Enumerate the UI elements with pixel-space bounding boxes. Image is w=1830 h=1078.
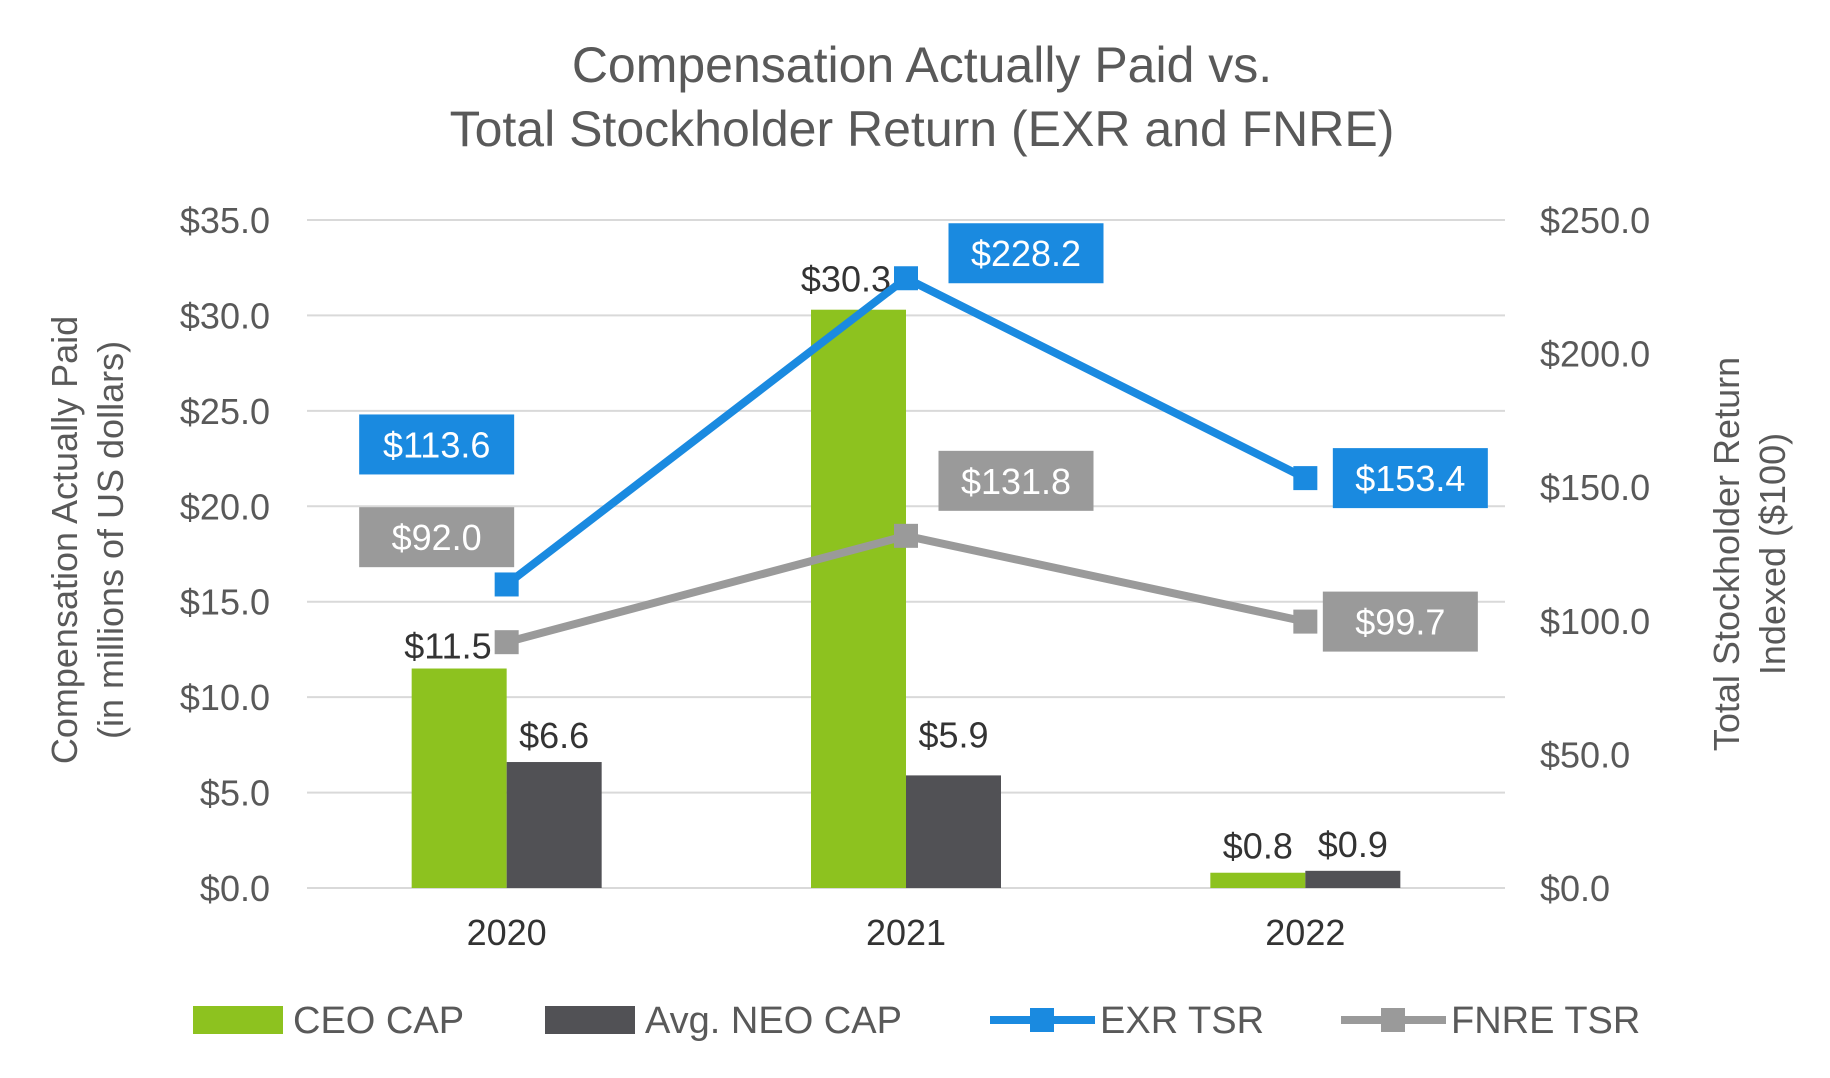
ceo-cap-bar-2022 — [1210, 872, 1306, 888]
neo-cap-bar-2020 — [506, 762, 602, 888]
right-tick-label: $100.0 — [1540, 601, 1650, 642]
fnre-tsr-marker-2022 — [1293, 609, 1318, 634]
left-tick-label: $25.0 — [180, 391, 270, 432]
neo-cap-label-2020: $6.6 — [519, 715, 589, 756]
right-axis-label-line-2: Indexed ($100) — [1752, 433, 1793, 675]
left-tick-label: $30.0 — [180, 295, 270, 336]
exr-tsr-label-2022: $153.4 — [1332, 448, 1488, 509]
left-tick-label: $0.0 — [200, 868, 270, 909]
ceo-cap-bar-2020 — [411, 668, 507, 888]
legend-marker — [1381, 1008, 1405, 1032]
fnre-tsr-marker-2020 — [494, 630, 519, 655]
legend-label: FNRE TSR — [1451, 1000, 1640, 1042]
exr-tsr-marker-2021 — [894, 266, 918, 291]
legend-item-fnre-tsr: FNRE TSR — [1341, 1000, 1640, 1042]
x-tick-label-2021: 2021 — [866, 912, 946, 953]
legend-label: EXR TSR — [1100, 1000, 1264, 1042]
legend-item-exr-tsr: EXR TSR — [990, 1000, 1264, 1042]
ceo-cap-bar-2021 — [811, 309, 906, 888]
fnre-tsr-marker-2021 — [894, 523, 918, 548]
exr-tsr-label-2020: $113.6 — [359, 414, 515, 475]
right-tick-label: $0.0 — [1540, 868, 1610, 909]
label-text: $228.2 — [971, 233, 1081, 274]
exr-tsr-label-2021: $228.2 — [948, 223, 1104, 284]
label-box — [1332, 448, 1488, 509]
lines — [494, 266, 1318, 655]
legend-label: Avg. NEO CAP — [645, 1000, 902, 1042]
label-box — [938, 450, 1094, 511]
line-labels: $113.6 $228.2 $153.4 $92.0 $131.8 $99.7 — [359, 223, 1488, 652]
left-tick-label: $5.0 — [200, 773, 270, 814]
left-axis-label-line-2: (in millions of US dollars) — [90, 341, 131, 739]
neo-cap-bar-2022 — [1305, 870, 1401, 888]
fnre-tsr-label-2021: $131.8 — [938, 450, 1094, 511]
x-tick-label-2020: 2020 — [467, 912, 547, 953]
label-text: $131.8 — [961, 461, 1071, 502]
left-tick-label: $15.0 — [180, 582, 270, 623]
legend-swatch — [545, 1006, 635, 1034]
label-text: $99.7 — [1355, 602, 1445, 643]
right-tick-label: $250.0 — [1540, 200, 1650, 241]
chart-title: Compensation Actually Paid vs. Total Sto… — [450, 37, 1395, 157]
bar-labels: $11.5 $30.3 $0.8 $6.6 $5.9 $0.9 — [404, 259, 1388, 867]
neo-cap-label-2021: $5.9 — [918, 714, 988, 755]
left-axis-label-line-1: Compensation Actually Paid — [44, 316, 85, 764]
neo-cap-bar-2021 — [906, 775, 1001, 888]
label-box — [1322, 591, 1478, 652]
ceo-cap-label-2022: $0.8 — [1223, 826, 1293, 867]
legend-item-avg-neo-cap: Avg. NEO CAP — [545, 1000, 902, 1042]
legend-item-ceo-cap: CEO CAP — [193, 1000, 464, 1042]
ceo-cap-label-2021: $30.3 — [801, 259, 891, 300]
label-text: $113.6 — [383, 424, 490, 465]
label-box — [359, 507, 515, 568]
chart-title-line-2: Total Stockholder Return (EXR and FNRE) — [450, 101, 1395, 157]
ceo-cap-label-2020: $11.5 — [404, 626, 491, 667]
right-tick-label: $50.0 — [1540, 734, 1630, 775]
right-axis-label-line-1: Total Stockholder Return — [1706, 357, 1747, 751]
left-tick-label: $10.0 — [180, 677, 270, 718]
neo-cap-label-2022: $0.9 — [1318, 824, 1388, 865]
x-tick-label-2022: 2022 — [1265, 912, 1345, 953]
legend-label: CEO CAP — [293, 1000, 464, 1042]
x-axis-ticks: 2020 2021 2022 — [467, 912, 1346, 953]
right-tick-label: $150.0 — [1540, 467, 1650, 508]
fnre-tsr-label-2022: $99.7 — [1322, 591, 1478, 652]
right-tick-label: $200.0 — [1540, 334, 1650, 375]
bars — [411, 309, 1401, 888]
left-axis-ticks: $0.0 $5.0 $10.0 $15.0 $20.0 $25.0 $30.0 $35.0 — [180, 200, 270, 909]
fnre-tsr-label-2020: $92.0 — [359, 507, 515, 568]
legend: CEO CAP Avg. NEO CAP EXR TSR FNRE TSR — [193, 1000, 1640, 1042]
label-text: $92.0 — [392, 517, 482, 558]
right-axis-label: Total Stockholder Return Indexed ($100) — [1706, 357, 1793, 751]
label-text: $153.4 — [1355, 458, 1465, 499]
left-tick-label: $35.0 — [180, 200, 270, 241]
chart-title-line-1: Compensation Actually Paid vs. — [572, 37, 1272, 93]
left-tick-label: $20.0 — [180, 486, 270, 527]
left-axis-label: Compensation Actually Paid (in millions … — [44, 316, 131, 764]
label-box — [359, 414, 515, 475]
exr-tsr-marker-2022 — [1293, 466, 1318, 491]
right-axis-ticks: $0.0 $50.0 $100.0 $150.0 $200.0 $250.0 — [1540, 200, 1650, 909]
legend-swatch — [193, 1006, 283, 1034]
legend-marker — [1030, 1008, 1054, 1032]
exr-tsr-marker-2020 — [494, 572, 519, 597]
label-box — [948, 223, 1104, 284]
